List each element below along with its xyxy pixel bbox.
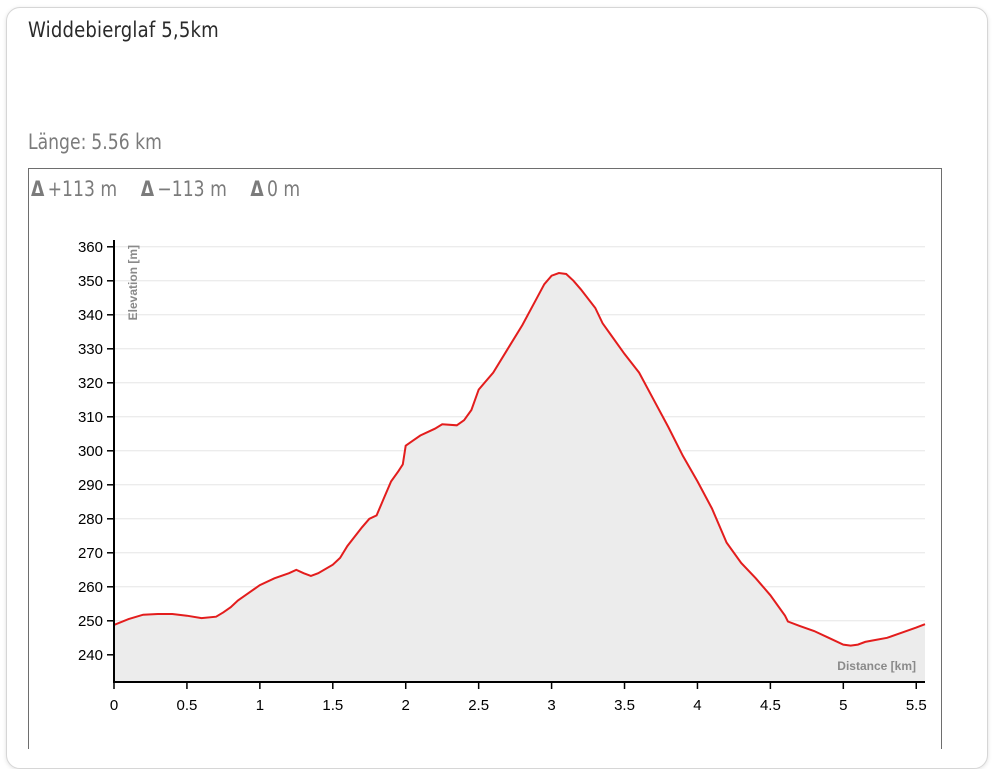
length-value: 5.56 km — [91, 130, 162, 154]
route-length: Länge: 5.56 km — [28, 130, 162, 154]
ascent-stat: Δ +113 m — [31, 177, 117, 201]
delta-icon: Δ — [140, 177, 155, 201]
descent-stat: Δ −113 m — [141, 177, 227, 201]
page-title: Widdebierglaf 5,5km — [28, 18, 219, 42]
ascent-value: +113 m — [47, 177, 118, 201]
length-label: Länge: — [28, 130, 87, 154]
delta-icon: Δ — [31, 177, 45, 201]
net-value: 0 m — [266, 177, 301, 201]
descent-value: −113 m — [157, 177, 227, 201]
delta-icon: Δ — [250, 177, 264, 201]
